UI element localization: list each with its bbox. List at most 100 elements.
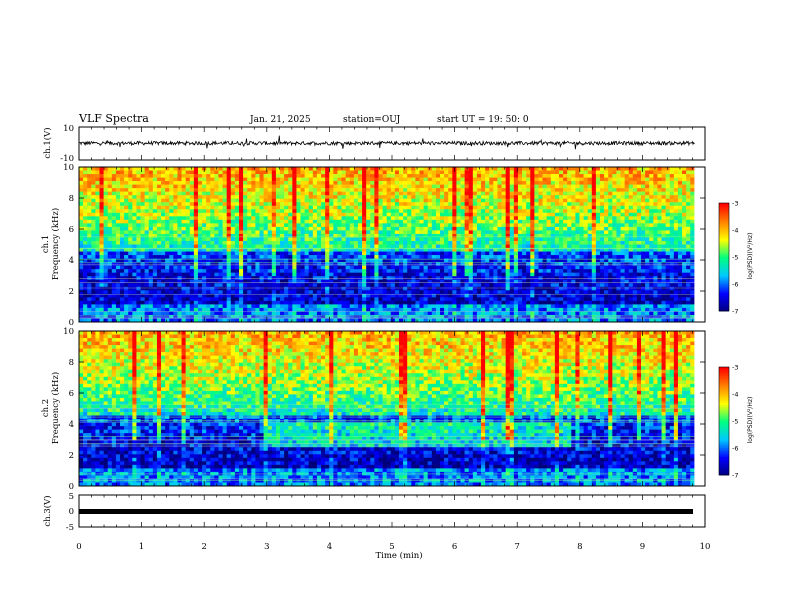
spectrogram-cell (407, 262, 412, 266)
spectrogram-cell (267, 237, 273, 242)
spectrogram-cell (485, 272, 490, 277)
spectrogram-cell (628, 226, 634, 231)
spectrogram-cell (620, 177, 625, 182)
spectrogram-cell (583, 188, 588, 192)
spectrogram-cell (550, 226, 556, 231)
spectrogram-cell (214, 223, 219, 228)
spectrogram-cell (394, 240, 400, 245)
spectrogram-cell (243, 240, 248, 245)
spectrogram-cell (435, 240, 441, 245)
spectrogram-cell (362, 233, 367, 238)
spectrogram-cell (79, 195, 84, 199)
spectrogram-cell (144, 265, 150, 270)
spectrogram-cell (95, 205, 100, 210)
spectrogram-cell (481, 233, 486, 238)
spectrogram-cell (669, 258, 675, 263)
spectrogram-cell (136, 226, 141, 231)
spectrogram-cell (677, 272, 683, 277)
spectrogram-cell (677, 188, 683, 192)
spectrogram-cell (271, 262, 277, 266)
spectrogram-cell (456, 216, 461, 221)
spectrogram-cell (628, 230, 634, 235)
spectrogram-cell (378, 258, 383, 263)
spectrogram-cell (173, 177, 178, 182)
spectrogram-cell (197, 170, 203, 175)
spectrogram-cell (165, 251, 170, 256)
spectrogram-cell (132, 198, 137, 203)
spectrogram-cell (550, 198, 556, 203)
spectrogram-cell (464, 177, 470, 182)
spectrogram-cell (312, 251, 318, 256)
spectrogram-cell (628, 244, 634, 249)
spectrogram-cell (686, 198, 691, 203)
spectrogram-cell (197, 255, 203, 259)
spectrogram-cell (669, 226, 675, 231)
spectrogram-cell (321, 191, 326, 196)
spectrogram-cell (546, 240, 552, 245)
spectrogram-cell (403, 269, 408, 273)
spectrogram-cell (636, 181, 642, 185)
spectrogram-cell (571, 205, 576, 210)
spectrogram-cell (665, 255, 671, 259)
spectrogram-cell (673, 248, 679, 252)
spectrogram-cell (87, 216, 92, 221)
spectrogram-cell (152, 177, 158, 182)
spectrogram-cell (550, 230, 556, 235)
spectrogram-cell (321, 272, 326, 277)
spectrogram-cell (79, 202, 84, 207)
spectrogram-cell (218, 272, 223, 277)
spectrogram-cell (280, 262, 285, 266)
spectrogram-cell (669, 198, 675, 203)
spectrogram-cell (173, 272, 178, 277)
spectrogram-cell (571, 174, 576, 178)
spectrogram-cell (489, 212, 494, 217)
spectrogram-cell (636, 240, 642, 245)
spectrogram-cell (152, 188, 158, 192)
spectrogram-cell (616, 205, 621, 210)
spectrogram-cell (403, 174, 408, 178)
spectrogram-cell (632, 226, 638, 231)
spectrogram-cell (349, 279, 355, 284)
spectrogram-cell (403, 181, 408, 185)
spectrogram-cell (493, 248, 498, 252)
spectrogram-cell (435, 177, 441, 182)
spectrogram-cell (345, 244, 351, 249)
spectrogram-cell (95, 212, 100, 217)
spectrogram-cell (357, 258, 363, 263)
spectrogram-cell (448, 195, 453, 199)
spectrogram-cell (620, 272, 625, 277)
spectrogram-cell (271, 272, 277, 277)
spectrogram-cell (440, 251, 445, 256)
spectrogram-cell (152, 170, 158, 175)
spectrogram-cell (382, 248, 387, 252)
spectrogram-cell (411, 174, 416, 178)
spectrogram-cell (534, 170, 539, 175)
spectrogram-cell (366, 262, 371, 266)
spectrogram-cell (431, 255, 437, 259)
spectrogram-cell (124, 174, 129, 178)
spectrogram-cell (181, 269, 186, 273)
spectrogram-cell (600, 223, 605, 228)
spectrogram-cell (165, 181, 170, 185)
spectrogram-cell (534, 184, 539, 189)
spectrogram-cell (554, 279, 560, 284)
spectrogram-cell (628, 219, 634, 224)
spectrogram-cell (218, 198, 223, 203)
spectrogram-cell (280, 202, 285, 207)
spectrogram-cell (111, 233, 117, 238)
spectrogram-cell (312, 216, 318, 221)
spectrogram-cell (156, 251, 162, 256)
spectrogram-cell (312, 209, 318, 214)
spectrogram-cell (280, 216, 285, 221)
spectrogram-cell (370, 191, 375, 196)
spectrogram-cell (79, 283, 84, 288)
spectrogram-cell (87, 191, 92, 196)
spectrogram-cell (390, 233, 396, 238)
spectrogram-cell (386, 251, 392, 256)
spectrogram-cell (550, 279, 556, 284)
spectrogram-cell (197, 258, 203, 263)
spectrogram-cell (513, 202, 519, 207)
spectrogram-cell (513, 244, 519, 249)
spectrogram-cell (546, 188, 552, 192)
spectrogram-cell (612, 219, 617, 224)
